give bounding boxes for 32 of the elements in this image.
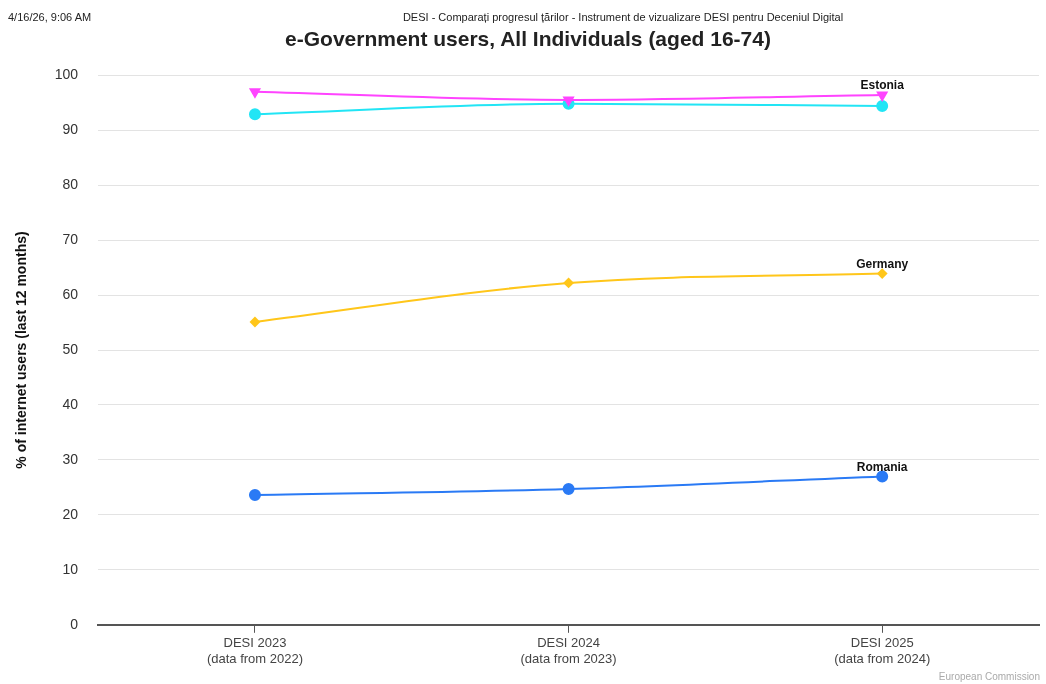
- y-tick-label: 20: [62, 505, 79, 522]
- chart-title: e-Government users, All Individuals (aged 16-74): [285, 27, 771, 51]
- y-tick-label: 10: [62, 560, 79, 577]
- x-tick-label: DESI 2023 (data from 2022): [206, 635, 304, 666]
- point: [563, 277, 574, 288]
- point: [876, 91, 888, 101]
- series-label: Germany: [856, 256, 909, 271]
- y-tick-label: 90: [62, 121, 79, 138]
- y-axis-title: % of internet users (last 12 months): [13, 231, 30, 469]
- y-tick-label: 50: [62, 340, 79, 357]
- point: [248, 489, 261, 502]
- text: 4/16/26, 9:06 AM: [8, 11, 92, 24]
- series-label: Estonia: [860, 78, 905, 93]
- y-tick-label: 30: [62, 450, 79, 467]
- y-tick-label: 80: [62, 175, 79, 192]
- text: European Commission: [938, 670, 1040, 682]
- point: [248, 108, 261, 121]
- y-tick-label: 40: [62, 395, 79, 412]
- text: DESI - Comparați progresul țărilor - Instrument de vizualizare DESI pentru Deceniul Digital: [402, 11, 844, 24]
- point: [563, 96, 574, 106]
- point: [249, 88, 261, 98]
- point: [562, 483, 575, 496]
- y-tick-label: 70: [62, 230, 79, 247]
- point: [876, 99, 889, 112]
- y-tick-label: 100: [54, 66, 79, 83]
- x-tick-label: DESI 2024 (data from 2023): [520, 635, 617, 666]
- point: [876, 470, 889, 483]
- y-tick-label: 0: [70, 615, 79, 632]
- y-tick-label: 60: [62, 285, 79, 302]
- x-tick-label: DESI 2025 (data from 2024): [834, 635, 931, 666]
- series-label: Romania: [856, 459, 908, 474]
- point: [249, 316, 260, 327]
